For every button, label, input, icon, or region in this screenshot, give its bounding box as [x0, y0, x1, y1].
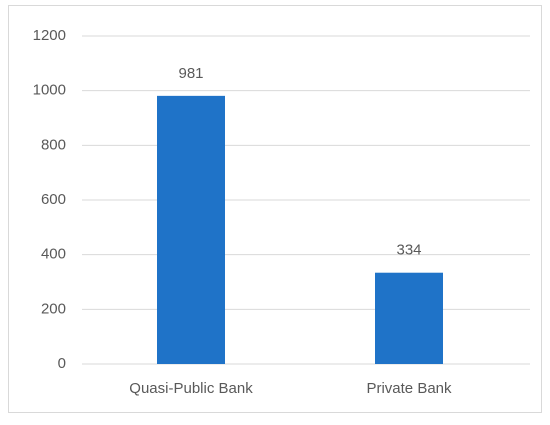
y-tick-label: 1000 [33, 82, 66, 99]
bar [157, 95, 225, 365]
chart-border [8, 5, 542, 413]
y-tick-label: 200 [41, 300, 66, 317]
bar [375, 272, 443, 364]
data-label: 334 [396, 242, 421, 259]
y-tick-label: 600 [41, 191, 66, 208]
y-tick-label: 0 [58, 355, 66, 372]
data-label: 981 [178, 65, 203, 82]
y-tick-label: 400 [41, 246, 66, 263]
y-tick-label: 800 [41, 136, 66, 153]
x-tick-label: Quasi-Public Bank [129, 380, 253, 397]
y-tick-label: 1200 [33, 27, 66, 44]
x-tick-label: Private Bank [366, 380, 452, 397]
